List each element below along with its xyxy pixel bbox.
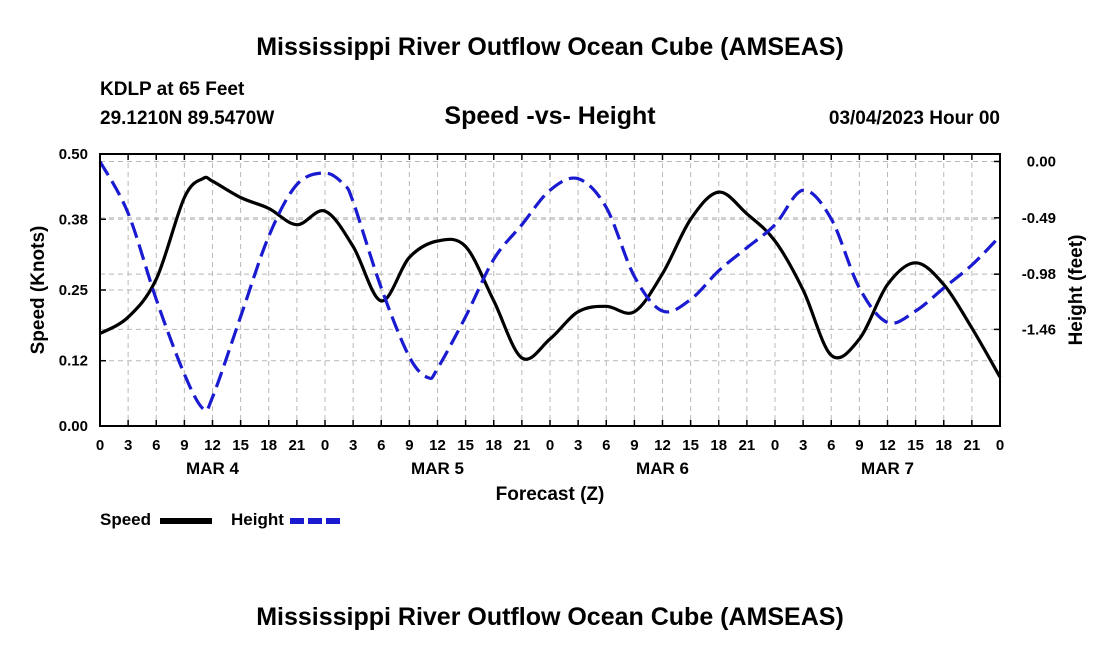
station-label: KDLP at 65 Feet — [100, 79, 245, 100]
x-tick-label: 0 — [96, 437, 104, 454]
y-left-tick-label: 0.50 — [59, 146, 88, 163]
x-tick-label: 18 — [710, 437, 727, 454]
x-tick-label: 9 — [180, 437, 188, 454]
coords-label: 29.1210N 89.5470W — [100, 108, 274, 129]
legend: Speed Height — [100, 510, 342, 529]
x-tick-label: 0 — [546, 437, 554, 454]
y-left-tick-label: 0.00 — [59, 418, 88, 435]
datetime-label: 03/04/2023 Hour 00 — [829, 108, 1000, 129]
x-tick-label: 18 — [935, 437, 952, 454]
x-tick-label: 3 — [799, 437, 807, 454]
x-tick-label: 12 — [429, 437, 446, 454]
x-tick-label: 15 — [457, 437, 474, 454]
x-tick-label: 18 — [485, 437, 502, 454]
y-right-tick-label: -1.46 — [1022, 321, 1056, 338]
x-tick-label: 3 — [124, 437, 132, 454]
x-tick-label: 12 — [204, 437, 221, 454]
legend-height-label: Height — [231, 510, 284, 529]
series-height-line — [98, 160, 1002, 413]
chart-title: Mississippi River Outflow Ocean Cube (AM… — [256, 33, 844, 61]
x-tick-label: 9 — [855, 437, 863, 454]
y-left-tick-label: 0.25 — [59, 282, 88, 299]
x-tick-label: 9 — [405, 437, 413, 454]
x-tick-label: 0 — [321, 437, 329, 454]
x-tick-label: 6 — [377, 437, 385, 454]
x-tick-label: 21 — [964, 437, 981, 454]
series-layer — [98, 160, 1002, 413]
x-tick-label: 21 — [289, 437, 306, 454]
x-tick-label: 12 — [879, 437, 896, 454]
axes: 0 3 6 9 12 15 18 21 0 3 6 9 12 15 18 21 0 3 6 9 12 15 18 21 0 3 6 9… — [59, 146, 1056, 478]
x-tick-label: 9 — [630, 437, 638, 454]
legend-speed-label: Speed — [100, 510, 151, 529]
x-tick-label: 15 — [682, 437, 699, 454]
x-tick-label: 15 — [907, 437, 924, 454]
x-tick-label: 6 — [827, 437, 835, 454]
x-tick-label: 21 — [739, 437, 756, 454]
x-tick-label: 21 — [514, 437, 531, 454]
day-label: MAR 4 — [186, 459, 239, 478]
y-right-tick-label: -0.98 — [1022, 266, 1056, 283]
x-tick-label: 12 — [654, 437, 671, 454]
x-tick-label: 6 — [602, 437, 610, 454]
x-tick-label: 3 — [574, 437, 582, 454]
footer-title: Mississippi River Outflow Ocean Cube (AM… — [256, 603, 844, 631]
x-tick-label: 18 — [260, 437, 277, 454]
y-axis-right-label: Height (feet) — [1066, 235, 1087, 346]
y-axis-left-label: Speed (Knots) — [28, 226, 49, 355]
day-label: MAR 6 — [636, 459, 689, 478]
day-label: MAR 5 — [411, 459, 464, 478]
day-label: MAR 7 — [861, 459, 914, 478]
y-right-tick-label: -0.49 — [1022, 210, 1056, 227]
y-left-tick-label: 0.38 — [59, 211, 88, 228]
y-right-tick-label: 0.00 — [1027, 153, 1056, 170]
x-tick-label: 0 — [771, 437, 779, 454]
x-tick-label: 6 — [152, 437, 160, 454]
y-left-tick-label: 0.12 — [59, 353, 88, 370]
x-axis-label: Forecast (Z) — [496, 484, 605, 505]
series-speed-line — [99, 175, 1002, 378]
chart-subtitle: Speed -vs- Height — [444, 102, 656, 130]
x-tick-label: 3 — [349, 437, 357, 454]
x-tick-label: 0 — [996, 437, 1004, 454]
x-tick-label: 15 — [232, 437, 249, 454]
